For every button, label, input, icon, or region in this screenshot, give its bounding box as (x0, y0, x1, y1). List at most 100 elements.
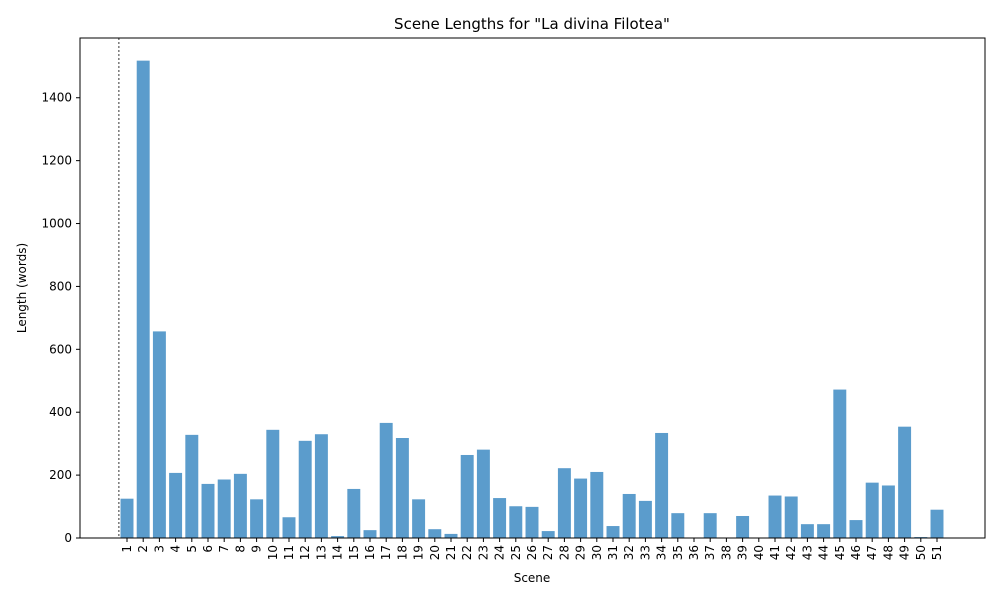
x-tick-label: 10 (266, 545, 280, 560)
bar-scene-8 (233, 473, 247, 538)
x-tick-label: 43 (800, 545, 814, 560)
bar-scene-29 (574, 478, 588, 538)
bar-scene-20 (428, 529, 442, 538)
bar-scene-43 (800, 524, 814, 538)
bar-scene-49 (898, 426, 912, 538)
x-tick-label: 31 (606, 545, 620, 560)
bar-scene-31 (606, 526, 620, 538)
x-tick-label: 19 (412, 545, 426, 560)
x-tick-label: 36 (687, 545, 701, 560)
bar-scene-10 (266, 429, 280, 538)
bar-scene-12 (298, 440, 312, 538)
y-tick-label: 200 (49, 468, 72, 482)
bar-scene-34 (655, 432, 669, 538)
x-tick-label: 6 (201, 545, 215, 553)
x-tick-label: 25 (509, 545, 523, 560)
x-tick-label: 48 (881, 545, 895, 560)
bar-scene-9 (250, 499, 264, 538)
x-axis-label: Scene (514, 571, 551, 585)
x-tick-label: 38 (719, 545, 733, 560)
x-tick-label: 4 (169, 545, 183, 553)
bar-scene-46 (849, 520, 863, 538)
x-tick-label: 21 (444, 545, 458, 560)
y-tick-label: 600 (49, 342, 72, 356)
bar-scene-39 (736, 515, 750, 538)
chart-title: Scene Lengths for "La divina Filotea" (394, 15, 670, 33)
x-tick-label: 23 (476, 545, 490, 560)
x-tick-label: 24 (493, 545, 507, 560)
y-tick-label: 400 (49, 405, 72, 419)
x-tick-label: 32 (622, 545, 636, 560)
x-tick-label: 27 (541, 545, 555, 560)
bar-scene-51 (930, 509, 944, 538)
bar-scene-19 (412, 499, 426, 538)
x-tick-label: 29 (574, 545, 588, 560)
bar-scene-41 (768, 495, 782, 538)
x-tick-label: 46 (849, 545, 863, 560)
bar-scene-47 (865, 482, 879, 538)
plot-area-frame (79, 37, 986, 539)
x-tick-label: 33 (638, 545, 652, 560)
bar-scene-44 (817, 524, 831, 538)
bar-scene-4 (169, 472, 183, 538)
x-tick-label: 11 (282, 545, 296, 560)
x-tick-label: 13 (314, 545, 328, 560)
x-tick-label: 9 (250, 545, 264, 553)
x-tick-label: 17 (379, 545, 393, 560)
x-tick-label: 28 (557, 545, 571, 560)
x-tick-label: 35 (671, 545, 685, 560)
x-tick-label: 5 (185, 545, 199, 553)
bar-scene-15 (347, 488, 361, 538)
x-tick-label: 1 (120, 545, 134, 553)
x-tick-label: 45 (833, 545, 847, 560)
x-tick-label: 2 (136, 545, 150, 553)
bar-scene-21 (444, 533, 458, 538)
bar-scene-37 (703, 513, 717, 538)
x-tick-label: 18 (395, 545, 409, 560)
x-tick-label: 44 (817, 545, 831, 560)
bar-scene-2 (136, 60, 150, 538)
y-axis-ticks: 0 200 400 600 800 1000 1200 1400 (41, 91, 80, 545)
y-tick-label: 0 (64, 531, 72, 545)
bar-scene-5 (185, 434, 199, 538)
y-tick-label: 800 (49, 279, 72, 293)
bar-scene-18 (395, 438, 409, 538)
bar-scene-6 (201, 483, 215, 538)
bar-scene-30 (590, 471, 604, 538)
x-tick-label: 47 (865, 545, 879, 560)
y-axis-label: Length (words) (15, 243, 29, 333)
x-tick-label: 49 (898, 545, 912, 560)
x-tick-label: 41 (768, 545, 782, 560)
bar-scene-14 (331, 536, 345, 538)
bar-scene-28 (557, 468, 571, 538)
x-tick-label: 37 (703, 545, 717, 560)
bar-scene-33 (638, 500, 652, 538)
y-tick-label: 1400 (41, 91, 72, 105)
bar-scene-27 (541, 531, 555, 538)
bars-group (120, 60, 944, 538)
x-tick-label: 22 (460, 545, 474, 560)
bar-scene-11 (282, 517, 296, 538)
bar-scene-25 (509, 506, 523, 538)
x-tick-label: 16 (363, 545, 377, 560)
bar-scene-23 (476, 449, 490, 538)
bar-scene-17 (379, 422, 393, 538)
bar-scene-1 (120, 498, 134, 538)
bar-scene-22 (460, 454, 474, 538)
x-tick-label: 34 (655, 545, 669, 560)
x-tick-label: 8 (233, 545, 247, 553)
x-tick-label: 7 (217, 545, 231, 553)
x-tick-label: 51 (930, 545, 944, 560)
x-tick-label: 3 (152, 545, 166, 553)
x-tick-label: 15 (347, 545, 361, 560)
bar-scene-45 (833, 389, 847, 538)
y-tick-label: 1000 (41, 217, 72, 231)
x-tick-label: 39 (736, 545, 750, 560)
x-tick-label: 26 (525, 545, 539, 560)
bar-scene-42 (784, 496, 798, 538)
bar-scene-7 (217, 479, 231, 538)
bar-scene-32 (622, 493, 636, 538)
x-tick-label: 50 (914, 545, 928, 560)
